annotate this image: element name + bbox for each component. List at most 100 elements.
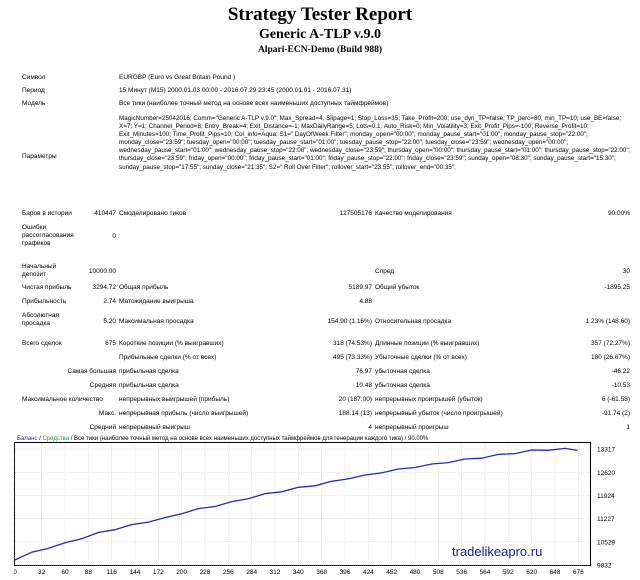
period-label: Период <box>22 87 45 94</box>
average-loss-label: убыточная сделка <box>375 382 430 389</box>
x-tick-label: 32 <box>38 569 46 576</box>
symbol-label: Символ <box>22 74 46 81</box>
y-tick-label: 12620 <box>597 470 615 477</box>
max-consecutive-loss-value: -91.74 (2) <box>601 410 630 417</box>
legend-equity: Средства <box>42 436 69 442</box>
abs-drawdown-label: Абсолютная просадка <box>22 312 60 327</box>
avg-consecutive-label: Средний <box>89 424 116 431</box>
rel-drawdown-label: Относительная просадка <box>375 318 452 325</box>
x-tick-label: 312 <box>270 569 281 576</box>
x-tick-label: 564 <box>480 569 491 576</box>
netprofit-value: 3294.72 <box>92 284 117 291</box>
x-tick-label: 284 <box>246 569 257 576</box>
deposit-value: 10000.00 <box>88 268 116 275</box>
max-consecutive-losses-label: непрерывных проигрышей (убыток) <box>375 396 483 403</box>
quality-label: Качество моделирования <box>375 210 452 217</box>
bars-value: 410447 <box>94 210 116 217</box>
quality-value: 90.00% <box>607 210 630 217</box>
params-label: Параметры <box>22 153 57 160</box>
max-consecutive-label: Максимальное количество <box>22 396 103 403</box>
largest-profit-value: 76.97 <box>355 368 372 375</box>
ticks-value: 127505176 <box>339 210 372 217</box>
x-tick-label: 256 <box>223 569 234 576</box>
avg-consecutive-losses-label: непрерывный проигрыш <box>375 424 449 431</box>
server-name: Alpari-ECN-Demo (Build 988) <box>257 45 383 55</box>
x-tick-label: 480 <box>410 569 421 576</box>
legend-rest: / Все тики (наиболее точный метод на осн… <box>69 435 429 442</box>
loss-trades-label: Убыточные сделки (% от всех) <box>375 354 467 361</box>
long-positions-value: 357 (72.27%) <box>590 340 630 347</box>
largest-profit-label: прибыльная сделка <box>119 368 179 375</box>
long-positions-label: Длинные позиции (% выигравших) <box>375 340 480 347</box>
x-tick-label: 172 <box>153 569 164 576</box>
grossprofit-label: Общая прибыль <box>119 284 169 291</box>
x-tick-label: 676 <box>573 569 584 576</box>
y-tick-label: 13317 <box>597 447 615 454</box>
grossloss-label: Общий убыток <box>375 284 420 291</box>
max-drawdown-value: 154.90 (1.16%) <box>327 318 372 325</box>
chart-legend: Баланс / Средства / Все тики (наиболее т… <box>17 435 429 442</box>
expected-payoff-label: Матожидание выигрыша <box>119 298 194 305</box>
largest-label: Самая большая <box>67 368 116 375</box>
x-tick-label: 592 <box>503 569 514 576</box>
max-consecutive-losses-value: 6 (-61.58) <box>601 396 630 403</box>
legend-balance: Баланс <box>17 436 37 442</box>
profit-factor-label: Прибыльность <box>22 298 67 305</box>
bars-label: Баров в истории <box>22 210 72 217</box>
x-tick-label: 648 <box>550 569 561 576</box>
ticks-label: Смоделировано тиков <box>119 210 187 217</box>
spread-value: 30 <box>622 268 630 275</box>
x-tick-label: 144 <box>130 569 141 576</box>
grossprofit-value: 5189.97 <box>348 284 373 291</box>
x-tick-label: 60 <box>61 569 69 576</box>
report-title: Strategy Tester Report <box>227 4 413 25</box>
average-label: Средняя <box>89 382 116 389</box>
y-tick-label: 9832 <box>597 563 612 570</box>
x-tick-label: 88 <box>85 569 93 576</box>
y-tick-label: 11227 <box>597 516 615 523</box>
errors-value: 0 <box>112 233 116 240</box>
x-tick-label: 0 <box>14 569 17 576</box>
balance-line <box>14 447 578 561</box>
period-value: 15 Минут (M15) 2000.01.03 00:00 - 2016.0… <box>119 87 352 94</box>
params-value: MagicNumber=25042016; Comm="Generic A-TL… <box>119 115 631 171</box>
x-tick-label: 508 <box>433 569 444 576</box>
total-trades-label: Всего сделок <box>22 340 62 347</box>
profit-trades-value: 495 (73.33%) <box>332 354 372 361</box>
max-consecutive-wins-label: непрерывных выигрышей (прибыль) <box>119 396 230 403</box>
abs-drawdown-value: 5.20 <box>103 318 116 325</box>
model-value: Все тики (наиболее точный метод на основ… <box>119 100 389 107</box>
deposit-label: Начальный депозит <box>22 263 57 278</box>
balance-chart: Баланс / Средства / Все тики (наиболее т… <box>14 435 615 576</box>
chart-grid <box>14 443 590 566</box>
max-label: Макс. <box>98 410 116 417</box>
grossloss-value: -1895.25 <box>604 284 630 291</box>
x-tick-label: 620 <box>526 569 537 576</box>
avg-consecutive-wins-label: непрерывный выигрыш <box>119 424 191 431</box>
x-axis-labels: 0 32 60 88 116 144 172 200 228 256 284 312 340 368 396… <box>14 569 584 576</box>
largest-loss-label: убыточная сделка <box>375 368 430 375</box>
max-consecutive-profit-value: 188.14 (13) <box>338 410 372 417</box>
netprofit-label: Чистая прибыль <box>22 284 72 291</box>
y-axis-labels: 9832 10529 11227 11924 12620 13317 <box>597 447 615 570</box>
model-label: Модель <box>22 100 46 107</box>
x-tick-label: 200 <box>176 569 187 576</box>
y-tick-label: 11924 <box>597 493 615 500</box>
average-profit-label: прибыльная сделка <box>119 382 179 389</box>
legend-sep: / <box>37 436 42 442</box>
max-drawdown-label: Максимальная просадка <box>119 318 194 325</box>
expected-payoff-value: 4.88 <box>359 298 372 305</box>
x-tick-label: 228 <box>200 569 211 576</box>
symbol-value: EURGBP (Euro vs Great Britain Pound ) <box>119 74 236 81</box>
y-tick-label: 10529 <box>597 539 615 546</box>
watermark: tradelikeapro.ru <box>452 544 543 559</box>
x-tick-label: 452 <box>386 569 397 576</box>
short-positions-value: 318 (74.53%) <box>332 340 372 347</box>
x-tick-label: 116 <box>106 569 117 576</box>
average-loss-value: -10.53 <box>611 382 630 389</box>
x-tick-label: 536 <box>456 569 467 576</box>
expert-name: Generic A-TLP v.9.0 <box>258 27 382 42</box>
x-tick-label: 368 <box>316 569 327 576</box>
short-positions-label: Короткие позиции (% выигравших) <box>119 340 224 347</box>
total-trades-value: 675 <box>105 340 116 347</box>
